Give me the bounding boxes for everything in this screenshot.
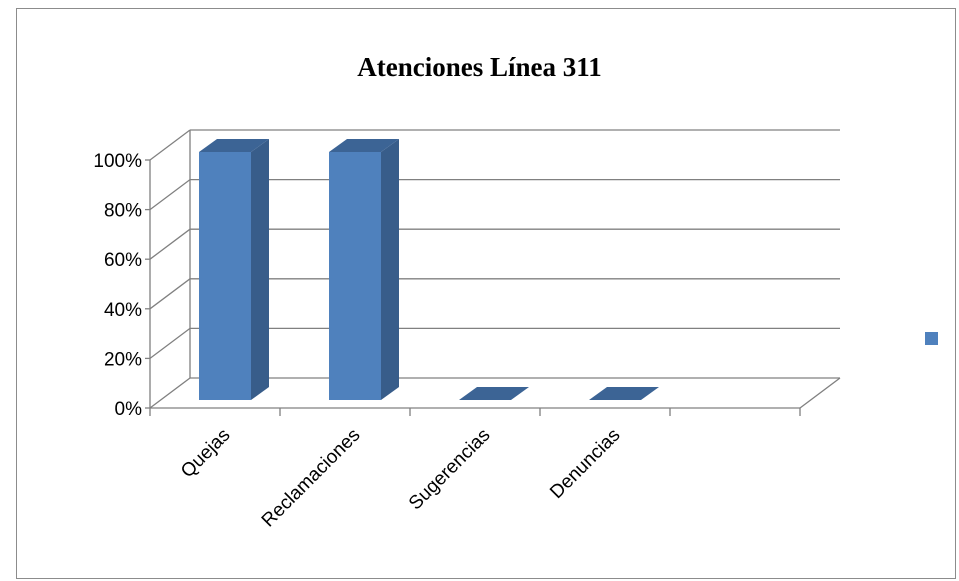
bar-side — [381, 139, 399, 400]
legend-marker — [925, 332, 938, 345]
chart-title: Atenciones Línea 311 — [357, 52, 602, 82]
bar-side — [251, 139, 269, 400]
side-wall-gridline — [149, 327, 191, 359]
floor-right-edge — [799, 377, 841, 409]
x-category-label: Denuncias — [546, 425, 624, 503]
bar-top — [589, 387, 659, 400]
bar-front — [329, 152, 381, 400]
bar-front — [199, 152, 251, 400]
x-category-label: Quejas — [177, 425, 234, 482]
bar-top — [459, 387, 529, 400]
side-wall-gridline — [149, 129, 191, 161]
y-tick-label: 20% — [104, 349, 142, 370]
y-tick-label: 60% — [104, 250, 142, 271]
y-tick-label: 100% — [93, 151, 142, 172]
y-tick-label: 40% — [104, 300, 142, 321]
y-tick-label: 0% — [115, 399, 143, 420]
side-wall-gridline — [149, 377, 191, 409]
bar-top — [329, 139, 399, 152]
x-category-label: Sugerencias — [405, 425, 495, 515]
x-category-label: Reclamaciones — [258, 425, 365, 532]
chart-frame — [16, 8, 956, 579]
side-wall-gridline — [149, 278, 191, 310]
bar-top — [199, 139, 269, 152]
side-wall-gridline — [149, 179, 191, 211]
y-tick-label: 80% — [104, 201, 142, 222]
side-wall-gridline — [149, 228, 191, 260]
